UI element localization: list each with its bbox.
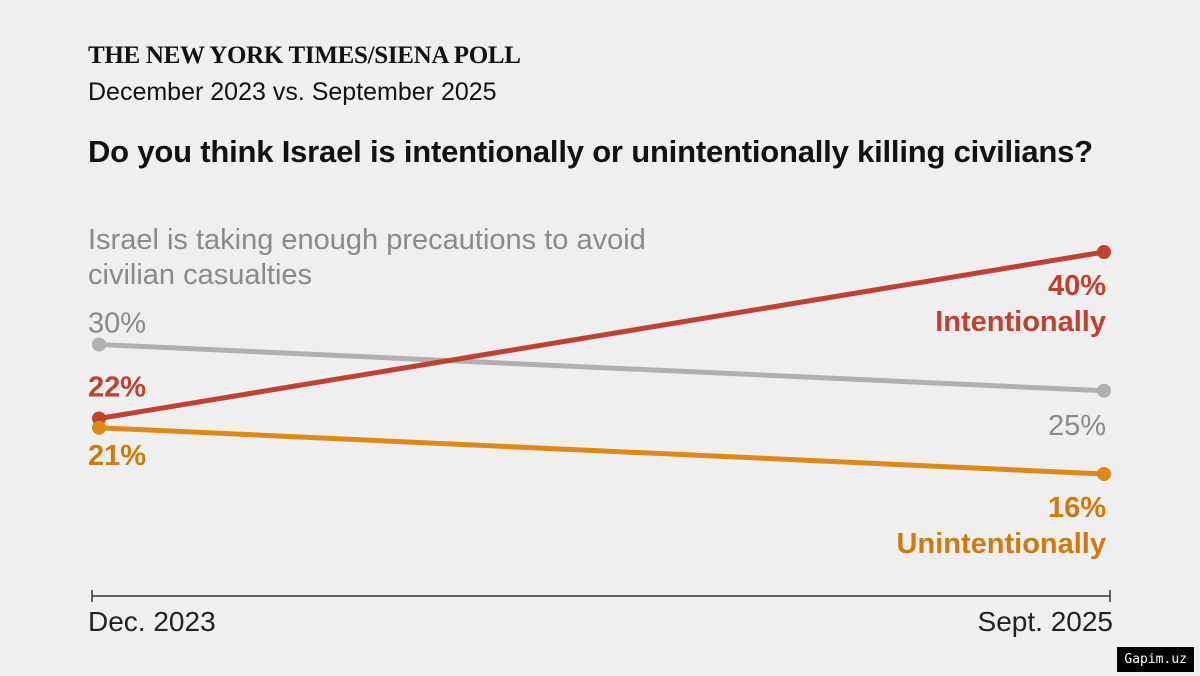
- watermark: Gapim.uz: [1117, 647, 1194, 672]
- series-line-1: [96, 342, 1107, 394]
- series-point-start-2: [92, 420, 106, 435]
- series-name-precautions-line1: Israel is taking enough precautions to a…: [88, 224, 646, 256]
- subtitle: December 2023 vs. September 2025: [88, 78, 497, 106]
- data-label-precautions-start: 30%: [88, 308, 146, 340]
- poll-question: Do you think Israel is intentionally or …: [88, 134, 1093, 169]
- series-point-end-0: [1097, 245, 1111, 259]
- data-label-unintentionally-start: 21%: [88, 440, 146, 472]
- data-label-intentionally-start: 22%: [88, 372, 146, 404]
- series-line-0: [96, 249, 1107, 421]
- series-name-unintentionally: Unintentionally: [897, 528, 1106, 560]
- series-point-start-1: [92, 337, 106, 352]
- masthead: THE NEW YORK TIMES/SIENA POLL: [88, 42, 521, 69]
- data-label-intentionally-end: 40%: [1048, 270, 1106, 302]
- series-line-2: [96, 425, 1107, 477]
- series-point-end-1: [1097, 383, 1111, 398]
- data-label-precautions-end: 25%: [1048, 410, 1106, 442]
- series-name-intentionally: Intentionally: [935, 306, 1106, 338]
- data-label-unintentionally-end: 16%: [1048, 492, 1106, 524]
- x-tick-label-end: Sept. 2025: [978, 606, 1113, 637]
- series-name-precautions-line2: civilian casualties: [88, 259, 312, 291]
- series-point-end-2: [1097, 467, 1111, 481]
- x-tick-label-start: Dec. 2023: [88, 606, 216, 637]
